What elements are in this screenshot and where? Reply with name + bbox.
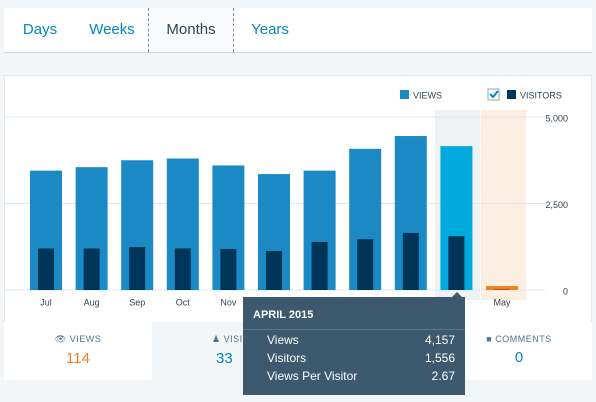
row-value: 4,157: [424, 333, 455, 347]
summary-views[interactable]: 👁 VIEWS 114: [4, 322, 152, 380]
bar: [174, 248, 191, 290]
x-tick-label: Jul: [40, 297, 52, 307]
label: COMMENTS: [495, 334, 552, 344]
bar: [311, 241, 328, 290]
bar: [448, 236, 465, 290]
y-tick-label: 5,000: [545, 113, 568, 123]
tooltip-row: Views 4,157: [243, 330, 465, 348]
x-tick-label: Aug: [84, 297, 100, 307]
tab-selected[interactable]: Months: [148, 8, 234, 52]
tab[interactable]: Years: [251, 21, 289, 38]
row-label: Views: [267, 333, 299, 347]
x-tick-label: Sep: [129, 297, 145, 307]
row-label: Views Per Visitor: [267, 369, 358, 383]
legend-label: VISITORS: [520, 90, 562, 100]
bar: [83, 248, 100, 290]
tooltip-arrow: [452, 292, 462, 297]
bar: [220, 248, 237, 290]
label: VIEWS: [69, 334, 102, 344]
tooltip-row: Views Per Visitor 2.67: [243, 366, 465, 384]
tooltip-row: Visitors 1,556: [243, 348, 465, 366]
bar: [486, 286, 518, 290]
bar: [494, 288, 510, 290]
legend-label: VIEWS: [413, 90, 442, 100]
x-tick-label: Oct: [176, 297, 191, 307]
x-tick-label: Nov: [220, 297, 237, 307]
tab[interactable]: Weeks: [89, 21, 135, 38]
period-tabs: Days Weeks Months Years: [4, 8, 592, 53]
bar: [266, 250, 282, 290]
legend-swatch: [400, 90, 409, 99]
summary-comments[interactable]: ■ COMMENTS 0: [446, 322, 592, 380]
x-tick-label: May: [493, 297, 511, 307]
legend-swatch: [507, 90, 516, 99]
value: 33: [216, 350, 233, 367]
tooltip-title: APRIL 2015: [243, 297, 465, 330]
tooltip: APRIL 2015 Views 4,157 Visitors 1,556 View…: [243, 297, 465, 395]
y-tick-label: 2,500: [545, 200, 568, 210]
checkbox[interactable]: [487, 88, 500, 101]
bar: [357, 239, 374, 290]
row-value: 1,556: [424, 351, 455, 365]
value: 114: [66, 350, 90, 367]
bar: [402, 232, 419, 290]
row-label: Visitors: [267, 351, 307, 365]
bar: [129, 247, 146, 290]
y-tick-label: 0: [563, 286, 568, 296]
value: 0: [514, 349, 524, 366]
check: [489, 90, 499, 99]
current-column: [481, 110, 526, 300]
bar: [38, 248, 54, 290]
row-value: 2.67: [431, 369, 455, 383]
tab[interactable]: Days: [22, 21, 58, 38]
